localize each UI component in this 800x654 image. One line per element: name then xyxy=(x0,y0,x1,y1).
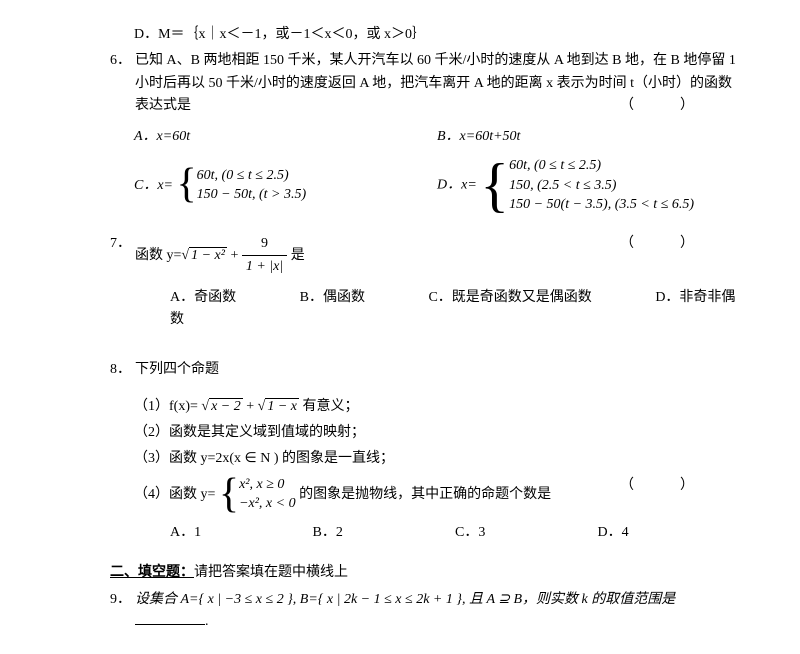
q6-opt-d: D．x= { 60t, (0 ≤ t ≤ 2.5) 150, (2.5 < t … xyxy=(437,156,740,215)
q7-sqrt: 1 − x² xyxy=(189,247,227,263)
question-8: 8． 下列四个命题 xyxy=(110,359,740,381)
q6-opts-ab: A．x=60t B．x=60t+50t xyxy=(134,126,740,148)
section-2-tail: 请把答案填在题中横线上 xyxy=(194,565,348,580)
q8-number: 8． xyxy=(110,359,131,381)
question-7: 7． 函数 y=√1 − x² + 91 + |x| 是 （ ） xyxy=(110,233,740,279)
question-9: 9． 设集合 A={ x | −3 ≤ x ≤ 2 }, B={ x | 2k … xyxy=(110,589,740,634)
q8-opt-a: A．1 xyxy=(170,522,313,544)
q7-plus: + xyxy=(227,248,242,263)
q9-blank xyxy=(135,624,205,625)
q6-paren: （ ） xyxy=(620,95,700,117)
q6-opts-cd: C．x= { 60t, (0 ≤ t ≤ 2.5) 150 − 50t, (t … xyxy=(134,156,740,215)
section-2: 二、填空题：请把答案填在题中横线上 xyxy=(110,562,740,584)
q7-number: 7． xyxy=(110,233,131,255)
q9-number: 9． xyxy=(110,589,131,611)
q5-option-d: D．M＝｛x｜x＜－1，或－1＜x＜0，或 x＞0｝ xyxy=(134,24,740,46)
q8-p2: （2）函数是其定义域到值域的映射； xyxy=(134,422,740,444)
q8-p4: （4）函数 y= { x², x ≥ 0 −x², x < 0 的图象是抛物线，… xyxy=(134,475,740,514)
q7-tail: 是 xyxy=(287,248,305,263)
q8-opt-b: B．2 xyxy=(313,522,456,544)
q7-options: A．奇函数 B．偶函数 C．既是奇函数又是偶函数 D．非奇非偶数 xyxy=(170,287,740,332)
q9-text: 设集合 A={ x | −3 ≤ x ≤ 2 }, B={ x | 2k − 1… xyxy=(135,592,675,607)
q7-paren: （ ） xyxy=(620,233,700,255)
q8-opt-c: C．3 xyxy=(455,522,598,544)
q6-opt-c: C．x= { 60t, (0 ≤ t ≤ 2.5) 150 − 50t, (t … xyxy=(134,166,437,205)
section-2-head: 二、填空题： xyxy=(110,565,194,580)
q8-p3: （3）函数 y=2x(x ∈ N ) 的图象是一直线； xyxy=(134,448,740,470)
q8-opt-d: D．4 xyxy=(598,522,741,544)
q8-options: A．1 B．2 C．3 D．4 xyxy=(170,522,740,544)
question-6: 6． 已知 A、B 两地相距 150 千米，某人开汽车以 60 千米/小时的速度… xyxy=(110,50,740,117)
q9-dot: . xyxy=(205,614,209,629)
q7-frac: 91 + |x| xyxy=(242,233,287,279)
q6-opt-b: B．x=60t+50t xyxy=(437,126,740,148)
q8-text: 下列四个命题 xyxy=(135,359,740,381)
q8-p1: （1）f(x)= √x − 2 + √1 − x 有意义； xyxy=(134,396,740,418)
q7-lead: 函数 y= xyxy=(135,248,181,263)
q6-opt-a: A．x=60t xyxy=(134,126,437,148)
q7-opt-c: C．既是奇函数又是偶函数 xyxy=(428,290,591,305)
q7-opt-a: A．奇函数 xyxy=(170,290,236,305)
q8-paren: （ ） xyxy=(620,475,700,497)
q7-opt-b: B．偶函数 xyxy=(300,290,365,305)
q6-number: 6． xyxy=(110,50,131,72)
